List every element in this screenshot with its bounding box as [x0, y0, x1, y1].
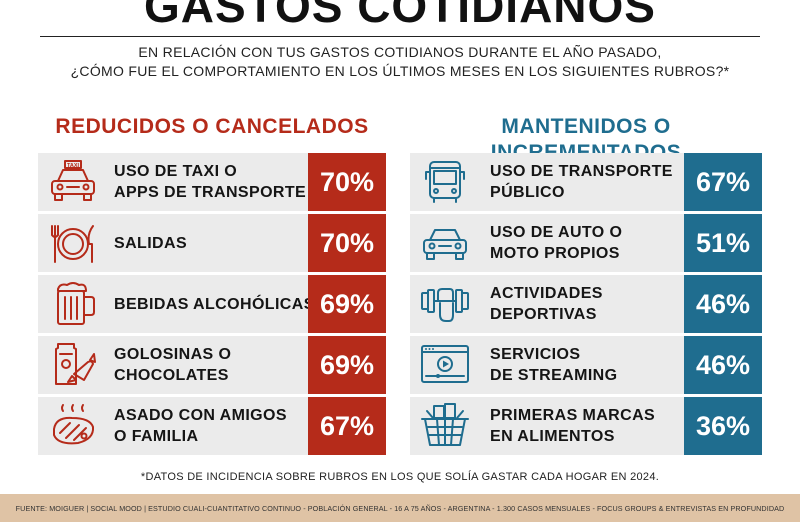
- row-value: 67%: [308, 397, 386, 455]
- row-maintained-transporte-publico: USO DE TRANSPORTE PÚBLICO 67%: [410, 153, 762, 211]
- row-value: 51%: [684, 214, 762, 272]
- steak-icon: [53, 404, 95, 445]
- row-value: 46%: [684, 275, 762, 333]
- shopping-basket-icon: [421, 403, 469, 446]
- car-icon: [423, 229, 467, 260]
- row-maintained-deportes: ACTIVIDADES DEPORTIVAS 46%: [410, 275, 762, 333]
- group-header-reduced: REDUCIDOS O CANCELADOS: [55, 115, 369, 138]
- taxi-icon: TAXI: [51, 160, 95, 201]
- row-value: 70%: [308, 153, 386, 211]
- row-label: USO DE AUTO O MOTO PROPIOS: [490, 224, 623, 262]
- row-label: ACTIVIDADES DEPORTIVAS: [490, 285, 603, 323]
- subtitle-line-1: EN RELACIÓN CON TUS GASTOS COTIDIANOS DU…: [138, 44, 662, 60]
- video-player-icon: [421, 345, 469, 383]
- page-title: GASTOS COTIDIANOS: [144, 0, 656, 32]
- row-label: ASADO CON AMIGOS O FAMILIA: [114, 407, 287, 445]
- footnote: *DATOS DE INCIDENCIA SOBRE RUBROS EN LOS…: [140, 471, 660, 483]
- row-reduced-golosinas: GOLOSINAS O CHOCOLATES 69%: [38, 336, 386, 394]
- row-value: 69%: [308, 275, 386, 333]
- row-maintained-auto-moto: USO DE AUTO O MOTO PROPIOS 51%: [410, 214, 762, 272]
- bus-icon: [425, 161, 465, 203]
- row-label: USO DE TRANSPORTE PÚBLICO: [490, 163, 673, 201]
- row-value: 69%: [308, 336, 386, 394]
- source-bar: FUENTE: MOIGUER | SOCIAL MOOD | ESTUDIO …: [0, 494, 800, 522]
- row-label: BEBIDAS ALCOHÓLICAS: [114, 295, 315, 313]
- title-divider: [40, 36, 760, 37]
- beer-mug-icon: [57, 282, 95, 325]
- plate-cutlery-icon: [51, 225, 94, 263]
- row-label: PRIMERAS MARCAS EN ALIMENTOS: [490, 407, 656, 445]
- row-label: GOLOSINAS O CHOCOLATES: [114, 346, 232, 384]
- row-value: 67%: [684, 153, 762, 211]
- row-maintained-primeras-marcas: PRIMERAS MARCAS EN ALIMENTOS 36%: [410, 397, 762, 455]
- row-value: 36%: [684, 397, 762, 455]
- svg-text:TAXI: TAXI: [67, 163, 80, 169]
- candy-icon: [55, 343, 96, 385]
- row-value: 70%: [308, 214, 386, 272]
- row-label: SALIDAS: [114, 234, 188, 252]
- row-label: SERVICIOS DE STREAMING: [490, 346, 618, 384]
- subtitle-line-2: ¿CÓMO FUE EL COMPORTAMIENTO EN LOS ÚLTIM…: [70, 63, 730, 79]
- dumbbell-icon: [421, 288, 469, 322]
- row-value: 46%: [684, 336, 762, 394]
- row-label: USO DE TAXI O APPS DE TRANSPORTE: [114, 163, 307, 201]
- row-reduced-asado: ASADO CON AMIGOS O FAMILIA 67%: [38, 397, 386, 455]
- row-reduced-bebidas: BEBIDAS ALCOHÓLICAS 69%: [38, 275, 386, 333]
- row-reduced-salidas: SALIDAS 70%: [38, 214, 386, 272]
- row-reduced-taxi: TAXI USO DE TAXI O APPS DE TRANSPORTE 70…: [38, 153, 386, 211]
- row-maintained-streaming: SERVICIOS DE STREAMING 46%: [410, 336, 762, 394]
